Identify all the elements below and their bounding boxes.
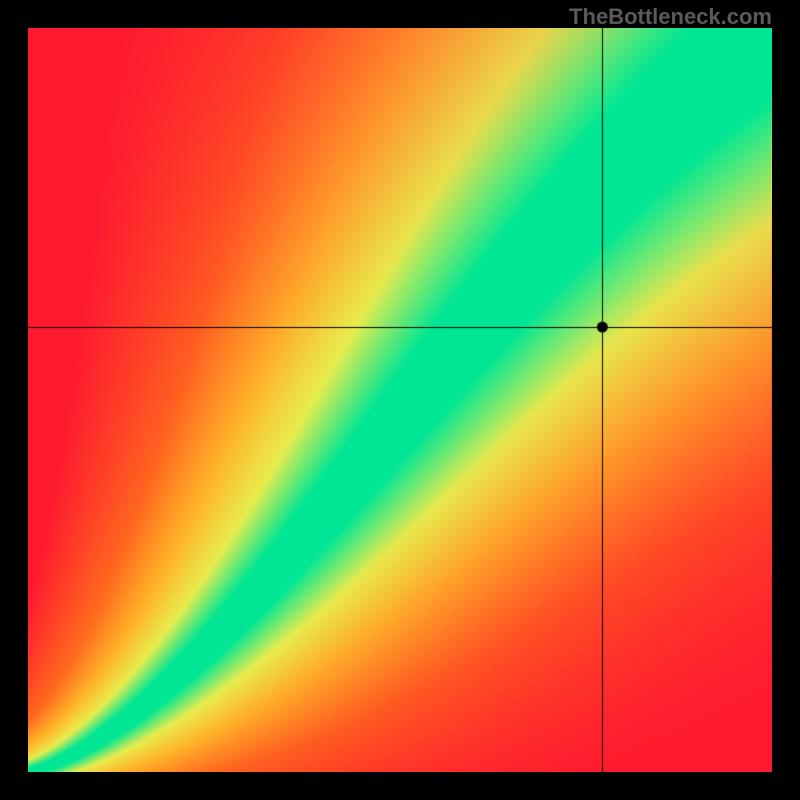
- bottleneck-heatmap: [28, 28, 772, 772]
- chart-container: TheBottleneck.com: [0, 0, 800, 800]
- watermark: TheBottleneck.com: [569, 4, 772, 30]
